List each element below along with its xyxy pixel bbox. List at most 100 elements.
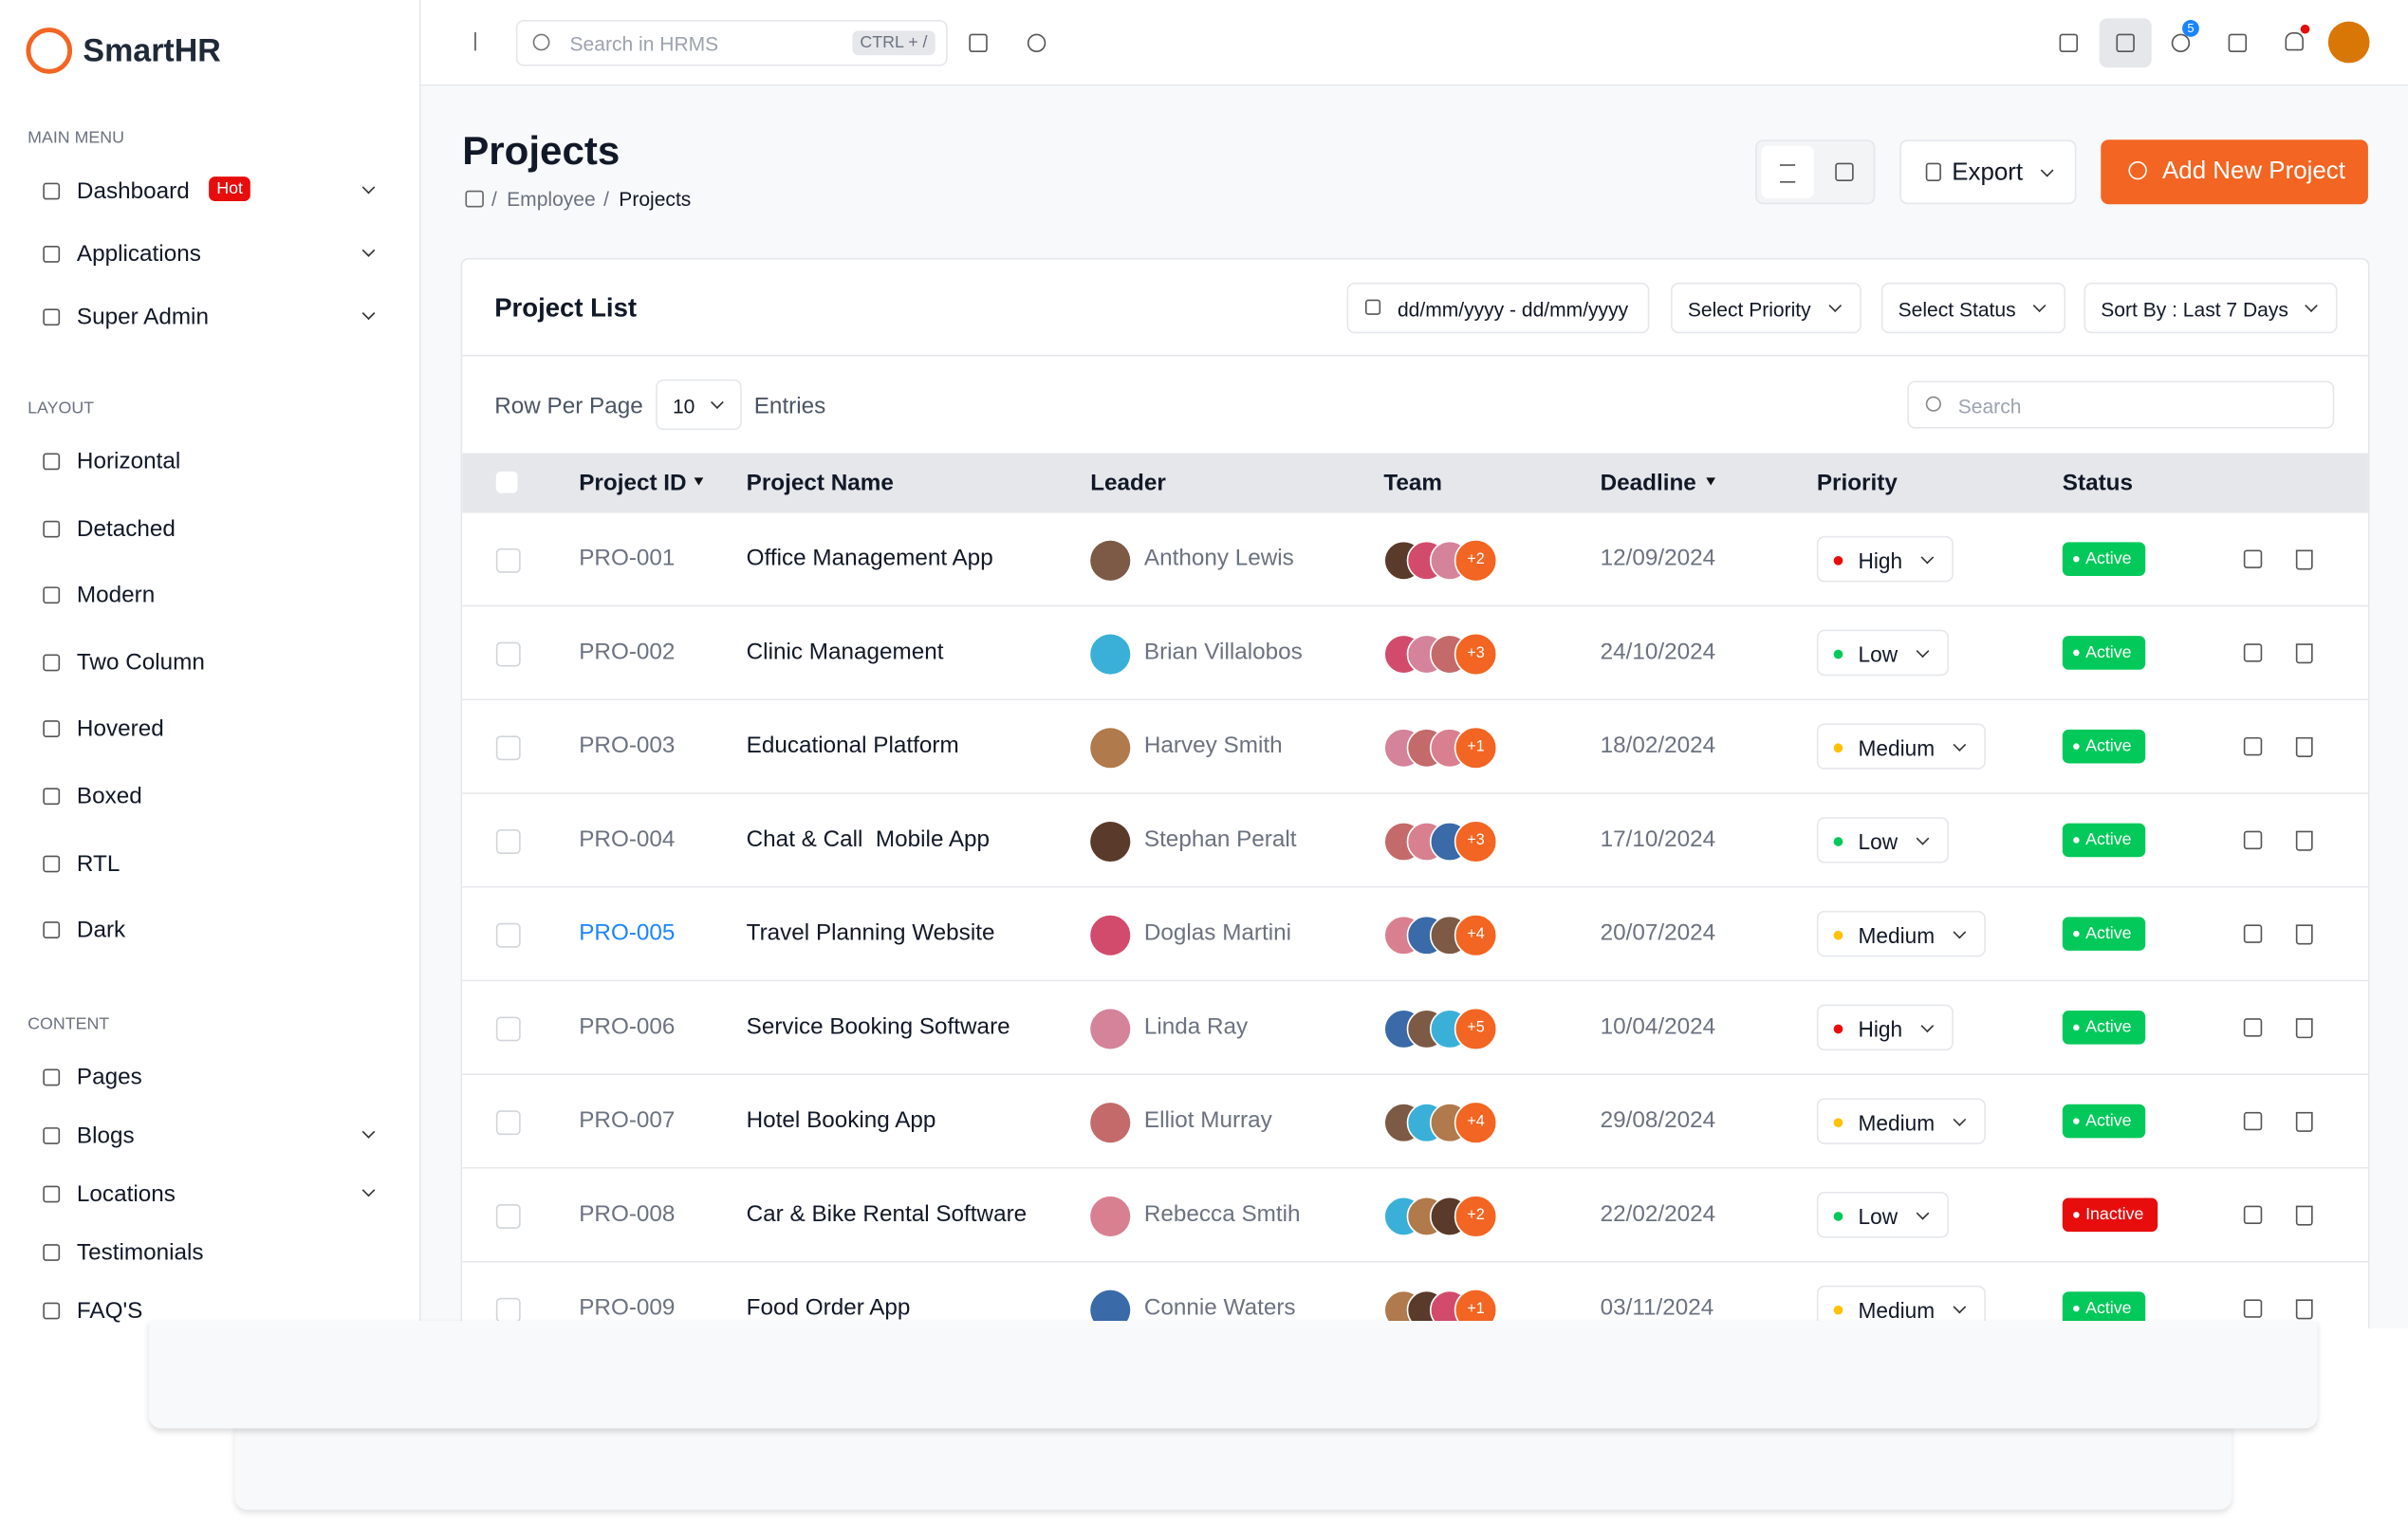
leader-name[interactable]: Anthony Lewis [1143,545,1294,572]
edit-button[interactable] [2243,549,2263,568]
column-header[interactable]: Status [2062,470,2134,496]
column-header[interactable]: Leader [1090,470,1166,496]
mail-icon[interactable] [2228,33,2248,53]
team-more[interactable]: +3 [1454,820,1498,863]
project-id[interactable]: PRO-002 [579,639,676,665]
notification-icon[interactable] [2285,31,2304,51]
priority-select[interactable]: Low [1816,1192,1949,1238]
delete-button[interactable] [2295,1299,2313,1320]
delete-button[interactable] [2295,1111,2313,1132]
column-header[interactable]: Project ID [579,470,687,496]
menu-item[interactable]: Blogs [28,1113,396,1160]
priority-select[interactable]: High [1816,1004,1954,1051]
priority-select[interactable]: Low [1816,629,1949,677]
collapse-button[interactable] [474,31,491,51]
priority-select[interactable]: Medium [1816,910,1986,957]
project-name[interactable]: Educational Platform [746,733,959,759]
team-more[interactable]: +4 [1454,1101,1498,1144]
project-id[interactable]: PRO-001 [579,545,676,572]
project-id[interactable]: PRO-004 [579,826,676,853]
menu-item[interactable]: Pages [28,1055,396,1102]
breadcrumb-item[interactable]: Employee [507,187,596,211]
delete-button[interactable] [2295,643,2313,664]
menu-item[interactable]: FAQ'S [28,1289,396,1335]
select-all-checkbox[interactable] [495,471,518,493]
search-box[interactable]: Search in HRMS CTRL + / [515,20,948,66]
row-checkbox[interactable] [495,1297,521,1323]
sort-select[interactable]: Sort By : Last 7 Days [2084,282,2338,334]
leader-name[interactable]: Elliot Murray [1143,1107,1272,1134]
edit-button[interactable] [2243,1205,2263,1225]
rows-select[interactable]: 10 [656,379,742,431]
project-id[interactable]: PRO-009 [579,1294,676,1322]
priority-select[interactable]: Medium [1816,723,1986,770]
edit-button[interactable] [2243,1018,2263,1037]
edit-button[interactable] [2243,643,2263,662]
menu-item[interactable]: Dashboard Hot [28,169,396,215]
leader-name[interactable]: Rebecca Smtih [1143,1200,1301,1228]
project-name[interactable]: Chat & Call Mobile App [746,826,991,853]
column-header[interactable]: Project Name [746,470,894,496]
chat-icon[interactable] [2171,33,2191,53]
leader-name[interactable]: Harvey Smith [1143,733,1283,759]
row-checkbox[interactable] [495,1016,521,1042]
project-name[interactable]: Car & Bike Rental Software [746,1200,1028,1228]
project-id[interactable]: PRO-007 [579,1107,676,1134]
delete-button[interactable] [2295,549,2313,570]
delete-button[interactable] [2295,1205,2313,1226]
project-name[interactable]: Office Management App [746,545,993,572]
leader-name[interactable]: Connie Waters [1143,1294,1296,1322]
add-project-button[interactable]: Add New Project [2101,139,2368,205]
project-name[interactable]: Service Booking Software [746,1013,1010,1040]
leader-name[interactable]: Brian Villalobos [1143,639,1303,665]
status-filter[interactable]: Select Status [1880,282,2066,334]
table-search[interactable]: Search [1907,380,2335,429]
leader-name[interactable]: Linda Ray [1143,1013,1249,1040]
row-checkbox[interactable] [495,922,521,948]
project-id[interactable]: PRO-006 [579,1013,676,1040]
project-id[interactable]: PRO-008 [579,1200,676,1228]
leader-name[interactable]: Stephan Peralt [1143,826,1297,853]
team-more[interactable]: +4 [1454,914,1498,957]
delete-button[interactable] [2295,924,2313,945]
export-button[interactable]: Export [1899,139,2077,205]
row-checkbox[interactable] [495,1110,521,1136]
team-more[interactable]: +2 [1454,1195,1498,1238]
edit-button[interactable] [2243,736,2263,756]
menu-item[interactable]: Boxed [28,774,396,821]
menu-item[interactable]: Modern [28,573,396,620]
delete-button[interactable] [2295,736,2313,757]
menu-item[interactable]: Detached [28,506,396,552]
menu-item[interactable]: Two Column [28,640,396,687]
leader-name[interactable]: Doglas Martini [1143,919,1292,947]
delete-button[interactable] [2295,1018,2313,1039]
row-checkbox[interactable] [495,1203,521,1229]
row-checkbox[interactable] [495,641,521,667]
project-name[interactable]: Hotel Booking App [746,1107,936,1134]
list-view-button[interactable] [1761,145,1814,198]
priority-select[interactable]: Low [1816,817,1949,863]
edit-button[interactable] [2243,924,2263,943]
edit-button[interactable] [2243,830,2263,850]
column-header[interactable]: Deadline [1600,470,1696,496]
team-more[interactable]: +3 [1454,632,1498,677]
priority-select[interactable]: High [1816,535,1954,583]
project-name[interactable]: Travel Planning Website [746,919,995,947]
grid-view-button[interactable] [1835,162,1854,181]
team-more[interactable]: +5 [1454,1007,1498,1051]
priority-filter[interactable]: Select Priority [1671,282,1862,334]
menu-item[interactable]: RTL [28,841,396,887]
home-icon[interactable] [465,190,484,208]
fullscreen-icon[interactable] [2059,33,2078,53]
column-header[interactable]: Team [1383,470,1443,496]
team-more[interactable]: +2 [1454,539,1498,583]
column-header[interactable]: Priority [1816,470,1898,496]
project-name[interactable]: Clinic Management [746,639,944,665]
date-range[interactable]: dd/mm/yyyy - dd/mm/yyyy [1346,282,1650,334]
menu-item[interactable]: Locations [28,1172,396,1218]
menu-item[interactable]: Horizontal [28,439,396,486]
row-checkbox[interactable] [495,735,521,761]
edit-button[interactable] [2243,1299,2263,1318]
menu-item[interactable]: Hovered [28,707,396,753]
edit-button[interactable] [2243,1111,2263,1131]
